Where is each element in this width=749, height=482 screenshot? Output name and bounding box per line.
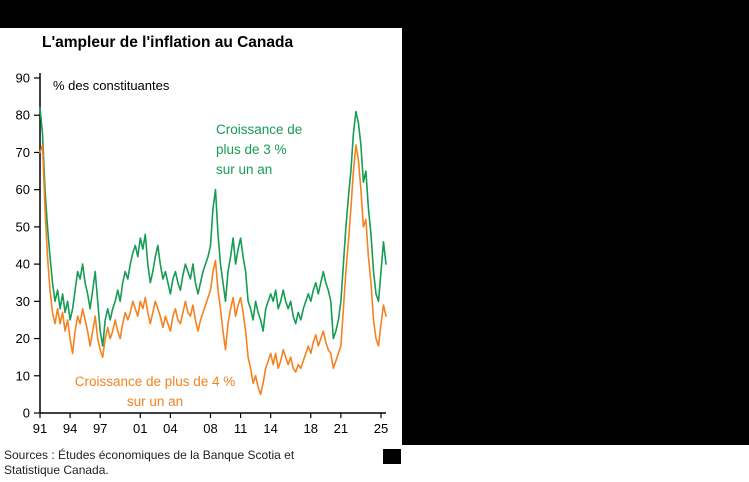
svg-text:11: 11 bbox=[234, 421, 248, 436]
svg-text:94: 94 bbox=[63, 421, 77, 436]
chart-panel: L'ampleur de l'inflation au Canada 0 10 20… bbox=[0, 28, 402, 445]
corner-marker bbox=[383, 449, 401, 464]
svg-text:80: 80 bbox=[16, 108, 30, 123]
series-label-3pct: Croissance de plus de 3 % sur un an bbox=[216, 122, 303, 177]
svg-text:21: 21 bbox=[334, 421, 348, 436]
svg-text:90: 90 bbox=[16, 71, 30, 86]
source-note: Sources : Études économiques de la Banqu… bbox=[0, 445, 749, 482]
svg-text:14: 14 bbox=[263, 421, 277, 436]
svg-text:70: 70 bbox=[16, 145, 30, 160]
svg-text:0: 0 bbox=[23, 406, 30, 421]
svg-text:25: 25 bbox=[374, 421, 388, 436]
series-label-4pct: Croissance de plus de 4 % sur un an bbox=[74, 374, 236, 409]
svg-text:18: 18 bbox=[304, 421, 318, 436]
svg-text:30: 30 bbox=[16, 294, 30, 309]
svg-text:% des constituantes: % des constituantes bbox=[53, 78, 170, 93]
svg-text:97: 97 bbox=[93, 421, 107, 436]
svg-text:91: 91 bbox=[33, 421, 47, 436]
chart-title: L'ampleur de l'inflation au Canada bbox=[42, 34, 294, 51]
svg-text:20: 20 bbox=[16, 331, 30, 346]
svg-text:40: 40 bbox=[16, 257, 30, 272]
svg-text:50: 50 bbox=[16, 219, 30, 234]
svg-text:04: 04 bbox=[163, 421, 177, 436]
svg-text:60: 60 bbox=[16, 182, 30, 197]
inflation-breadth-chart: 0 10 20 30 40 50 60 70 80 90 91 94 97 01 04 08 11 14 18 21 2… bbox=[16, 71, 389, 437]
svg-text:08: 08 bbox=[203, 421, 217, 436]
svg-text:10: 10 bbox=[16, 368, 30, 383]
svg-text:01: 01 bbox=[133, 421, 147, 436]
